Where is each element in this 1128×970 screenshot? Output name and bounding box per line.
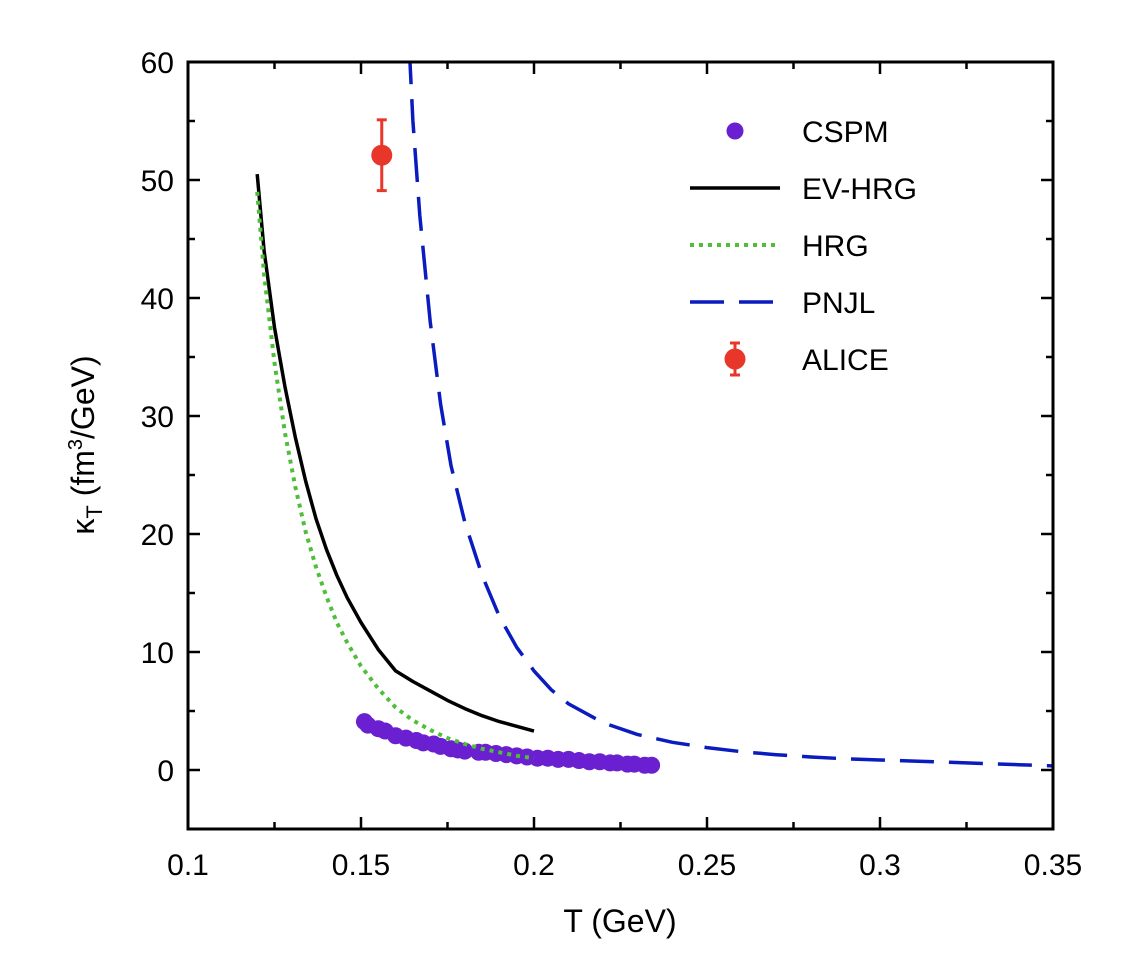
- plot-frame: [186, 60, 1055, 831]
- axes: 0.1 0.15 0.2 0.25 0.3 0.35 0 10 20 30 40 50 60: [141, 47, 1083, 882]
- series-line-hrg: [255, 191, 535, 761]
- x-tick-label: 0.35: [1024, 849, 1082, 882]
- y-tick-label: 40: [141, 283, 174, 316]
- legend-marker-cspm: [726, 122, 744, 140]
- y-tick-label: 50: [141, 165, 174, 198]
- legend-label-cspm: CSPM: [802, 116, 889, 149]
- legend-marker-alice: [724, 348, 746, 370]
- data-layer: [255, 62, 1053, 774]
- x-tick-label: 0.15: [332, 849, 390, 882]
- legend-label-ev-hrg: EV-HRG: [802, 173, 917, 206]
- series-line-pnjl: [408, 62, 1053, 768]
- legend-label-hrg: HRG: [802, 230, 869, 263]
- y-tick-label: 20: [141, 519, 174, 552]
- point-cspm: [456, 742, 474, 760]
- y-axis-title-unit-open: (fm: [65, 450, 101, 505]
- y-tick-label: 30: [141, 401, 174, 434]
- legend: CSPM EV-HRG HRG PNJL ALICE: [690, 116, 917, 377]
- y-tick-label: 60: [141, 47, 174, 80]
- x-tick-label: 0.2: [513, 849, 555, 882]
- point-alice: [371, 144, 393, 166]
- y-axis-title-unit-close: /GeV): [65, 355, 101, 439]
- y-axis-title-symbol: κ: [65, 518, 101, 535]
- plot-area: [255, 62, 1053, 774]
- x-tick-label: 0.25: [678, 849, 736, 882]
- x-tick-label: 0.1: [167, 849, 209, 882]
- y-axis-title-superscript: 3: [65, 439, 87, 450]
- y-tick-label: 10: [141, 637, 174, 670]
- x-tick-label: 0.3: [859, 849, 901, 882]
- x-axis-title: T (GeV): [563, 903, 676, 939]
- y-axis-title: κT (fm3/GeV): [65, 355, 107, 534]
- y-tick-label: 0: [157, 755, 174, 788]
- legend-label-pnjl: PNJL: [802, 287, 875, 320]
- series-line-ev-hrg: [255, 173, 535, 733]
- point-cspm: [643, 756, 661, 774]
- y-axis-title-subscript: T: [82, 505, 107, 518]
- legend-label-alice: ALICE: [802, 344, 889, 377]
